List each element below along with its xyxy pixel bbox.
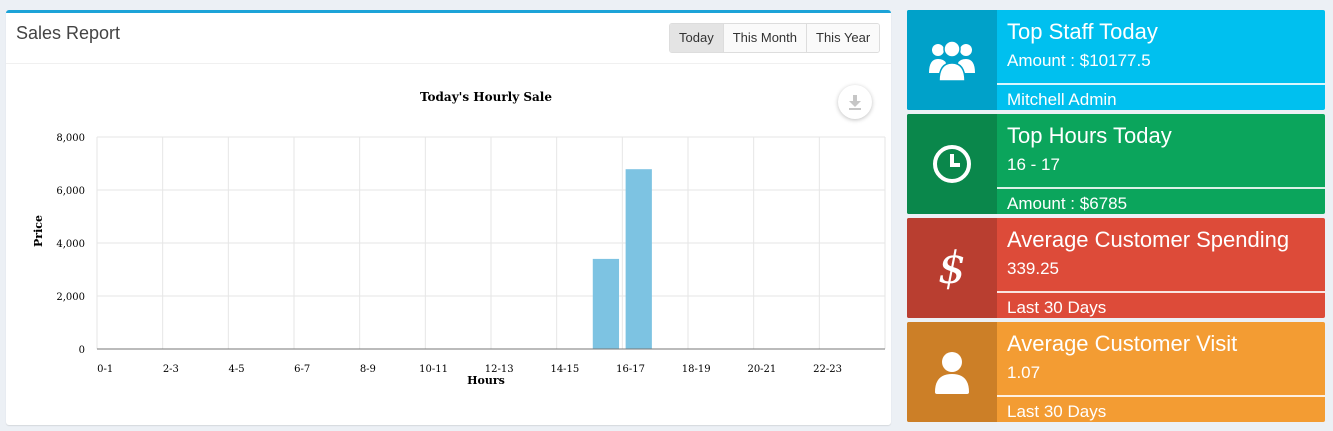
average-visit-card: Average Customer Visit 1.07 Last 30 Days (907, 322, 1325, 422)
user-icon-box (907, 322, 997, 422)
dollar-icon-box: $ (907, 218, 997, 318)
x-axis-label: Hours (467, 374, 505, 387)
y-tick-label: 6,000 (56, 186, 85, 197)
bar[interactable] (625, 169, 652, 349)
hourly-sale-chart: 0 2,000 4,000 6,000 8,000 0-1 2-3 4-5 6-7 8-9 10-1… (32, 90, 886, 387)
download-chart-button[interactable] (838, 85, 872, 119)
card-subtext: Mitchell Admin (1007, 90, 1117, 109)
card-value: Amount : $10177.5 (1007, 51, 1151, 70)
card-value: 339.25 (1007, 259, 1059, 278)
card-title: Top Hours Today (1007, 123, 1172, 148)
filter-today-button[interactable]: Today (670, 24, 724, 52)
chart-bars (592, 169, 652, 349)
users-icon (929, 40, 975, 82)
card-divider (997, 291, 1325, 293)
x-tick-label: 16-17 (616, 364, 645, 375)
bar[interactable] (592, 258, 620, 349)
x-tick-label: 6-7 (294, 364, 310, 375)
panel-title: Sales Report (16, 23, 121, 43)
x-tick-label: 14-15 (550, 364, 579, 375)
y-tick-label: 2,000 (56, 292, 85, 303)
card-subtext: Last 30 Days (1007, 298, 1107, 317)
y-axis-label: Price (32, 215, 45, 247)
x-tick-label: 18-19 (682, 364, 711, 375)
y-tick-label: 4,000 (56, 239, 85, 250)
x-tick-label: 2-3 (163, 364, 179, 375)
x-tick-label: 20-21 (747, 364, 776, 375)
x-tick-label: 10-11 (419, 364, 448, 375)
chart-grid (96, 136, 886, 350)
panel-header: Sales Report Today This Month This Year (6, 13, 891, 64)
user-icon (935, 352, 969, 394)
card-subtext: Amount : $6785 (1007, 194, 1128, 213)
top-staff-card: Top Staff Today Amount : $10177.5 Mitche… (907, 10, 1325, 110)
filter-this-year-button[interactable]: This Year (807, 24, 880, 52)
card-title: Average Customer Spending (1007, 227, 1290, 252)
x-tick-label: 0-1 (97, 364, 113, 375)
x-tick-label: 8-9 (360, 364, 376, 375)
average-spending-card: $ Average Customer Spending 339.25 Last … (907, 218, 1325, 318)
clock-icon (933, 145, 971, 183)
chart-axes: 0 2,000 4,000 6,000 8,000 0-1 2-3 4-5 6-7 8-9 10-1… (56, 133, 885, 375)
top-staff-card-body: Top Staff Today Amount : $10177.5 Mitche… (997, 10, 1325, 110)
card-value: 16 - 17 (1007, 155, 1060, 174)
period-filter-group: Today This Month This Year (669, 23, 881, 53)
card-value: 1.07 (1007, 363, 1041, 382)
y-tick-label: 0 (79, 345, 85, 356)
filter-this-month-button[interactable]: This Month (723, 24, 808, 52)
clock-icon-box (907, 114, 997, 214)
top-hours-card: Top Hours Today 16 - 17 Amount : $6785 (907, 114, 1325, 214)
card-title: Top Staff Today (1007, 19, 1158, 44)
chart-area: 0 2,000 4,000 6,000 8,000 0-1 2-3 4-5 6-7 8-9 10-1… (6, 73, 891, 423)
sales-report-panel: Sales Report Today This Month This Year … (6, 10, 891, 425)
card-subtext: Last 30 Days (1007, 402, 1107, 421)
download-icon (849, 95, 861, 110)
top-hours-card-body: Top Hours Today 16 - 17 Amount : $6785 (997, 114, 1325, 214)
dollar-icon: $ (938, 242, 966, 294)
chart-title: Today's Hourly Sale (420, 90, 552, 104)
card-divider (997, 187, 1325, 189)
y-tick-label: 8,000 (56, 133, 85, 144)
x-tick-label: 4-5 (228, 364, 244, 375)
average-spending-card-body: Average Customer Spending 339.25 Last 30… (997, 218, 1325, 318)
users-icon-box (907, 10, 997, 110)
x-tick-label: 22-23 (813, 364, 842, 375)
x-tick-label: 12-13 (485, 364, 514, 375)
card-divider (997, 83, 1325, 85)
card-title: Average Customer Visit (1007, 331, 1238, 356)
card-divider (997, 395, 1325, 397)
average-visit-card-body: Average Customer Visit 1.07 Last 30 Days (997, 322, 1325, 422)
